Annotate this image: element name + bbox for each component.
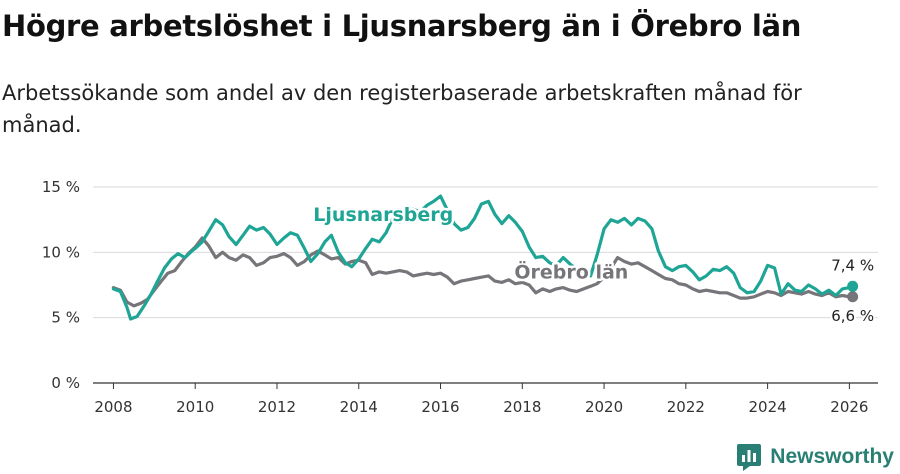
series-name-label: Örebro län	[514, 259, 628, 283]
y-tick-label: 5 %	[51, 309, 80, 327]
x-tick-label: 2022	[667, 398, 705, 416]
y-tick-label: 15 %	[42, 178, 80, 196]
series-line-orebro	[111, 236, 855, 308]
x-tick-label: 2018	[503, 398, 541, 416]
x-tick-label: 2014	[340, 398, 378, 416]
newsworthy-logo-icon	[737, 444, 762, 471]
series-lines	[111, 194, 859, 321]
end-value-label-orebro: 6,6 %	[831, 307, 874, 325]
end-value-label-ljusnarsberg: 7,4 %	[831, 256, 874, 274]
x-tick-label: 2010	[176, 398, 214, 416]
chart-subtitle: Arbetssökande som andel av den registerb…	[2, 81, 802, 137]
end-point-marker	[847, 280, 859, 292]
x-tick-label: 2026	[830, 398, 868, 416]
page-title: Högre arbetslöshet i Ljusnarsberg än i Ö…	[2, 9, 802, 43]
end-point-marker	[847, 291, 859, 303]
brand-name: Newsworthy	[770, 445, 894, 468]
y-tick-label: 0 %	[51, 374, 80, 392]
grid-lines	[93, 186, 878, 384]
chart-labels: 7,4 % 6,6 % Ljusnarsberg Örebro län	[311, 201, 876, 326]
y-axis-ticks: 0 % 5 % 10 % 15 %	[42, 178, 80, 392]
x-axis-ticks: 2008 2010 2012 2014 2016 2018 2020 2022 2024 2026	[94, 383, 868, 416]
x-tick-label: 2008	[94, 398, 132, 416]
brand-logo[interactable]: Newsworthy	[736, 441, 894, 473]
y-tick-label: 10 %	[42, 243, 80, 261]
x-tick-label: 2016	[421, 398, 459, 416]
x-tick-label: 2020	[585, 398, 623, 416]
x-tick-label: 2012	[258, 398, 296, 416]
x-tick-label: 2024	[749, 398, 787, 416]
series-name-label: Ljusnarsberg	[313, 204, 453, 226]
series-line-ljusnarsberg	[111, 194, 855, 321]
